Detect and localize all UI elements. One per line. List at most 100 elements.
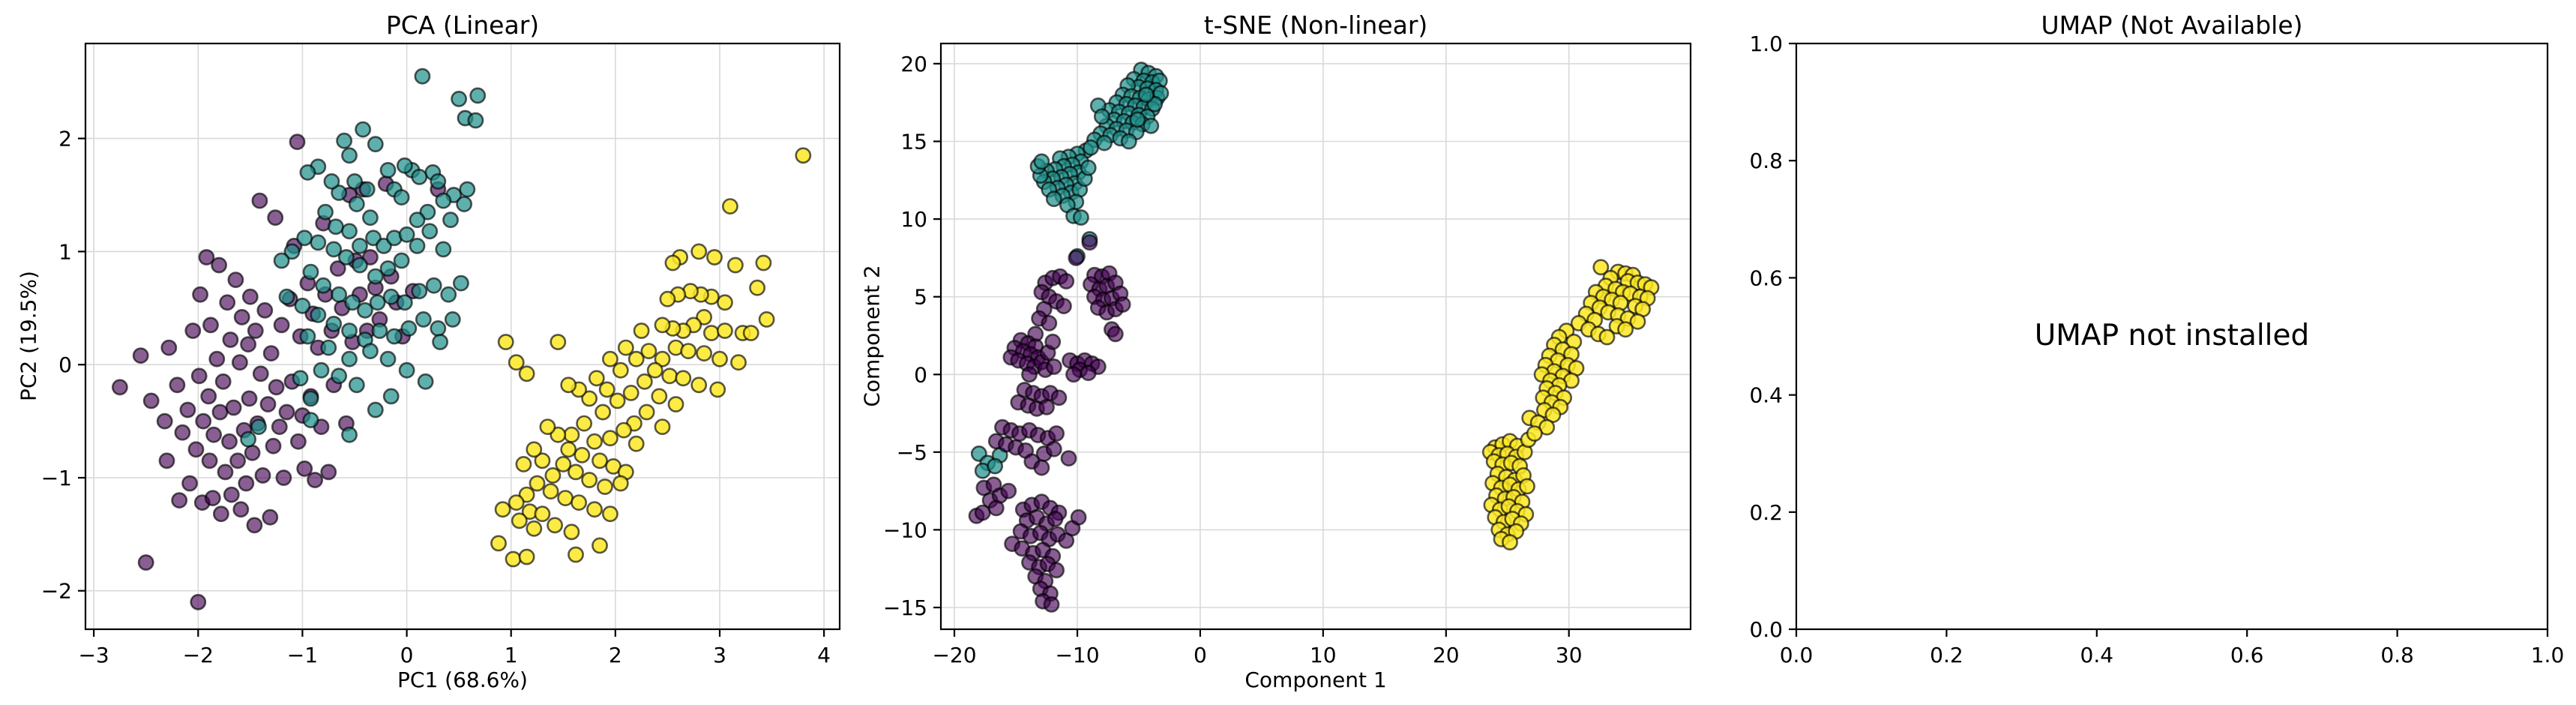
scatter-point — [268, 379, 285, 396]
scatter-point — [396, 157, 413, 174]
scatter-point — [451, 90, 468, 107]
scatter-point — [361, 209, 379, 226]
scatter-point — [1598, 328, 1616, 346]
scatter-point — [636, 373, 653, 390]
y-tick-label: 1.0 — [1749, 32, 1783, 56]
pca-x-axis-label: PC1 (68.6%) — [397, 668, 528, 692]
scatter-point — [241, 390, 258, 407]
scatter-point — [192, 286, 209, 303]
scatter-point — [225, 399, 242, 416]
scatter-point — [111, 379, 128, 396]
scatter-point — [563, 426, 580, 443]
scatter-point — [348, 196, 365, 213]
scatter-point — [371, 322, 388, 339]
scatter-point — [275, 470, 292, 486]
scatter-point — [987, 500, 1005, 517]
scatter-point — [598, 381, 616, 398]
umap-spines — [1795, 42, 2549, 631]
scatter-point — [238, 475, 255, 492]
scatter-point — [680, 343, 697, 360]
scatter-point — [1081, 234, 1098, 251]
scatter-point — [310, 234, 327, 251]
scatter-point — [283, 243, 301, 260]
y-tick-label: 0.4 — [1749, 383, 1783, 408]
scatter-point — [534, 452, 551, 470]
scatter-point — [251, 192, 268, 209]
scatter-point — [534, 506, 551, 523]
scatter-point — [174, 424, 191, 441]
scatter-point — [341, 350, 358, 368]
y-tick-label: 0 — [58, 352, 72, 377]
tsne-series-class-1-teal — [970, 62, 1170, 479]
scatter-point — [717, 294, 733, 311]
x-tick-label: 1 — [505, 643, 518, 668]
scatter-point — [667, 396, 684, 412]
scatter-point — [320, 464, 337, 481]
y-tick-label: 10 — [900, 207, 927, 232]
scatter-point — [1043, 596, 1060, 613]
scatter-point — [346, 172, 363, 190]
scatter-point — [1033, 153, 1050, 170]
pca-y-axis-label: PC2 (19.5%) — [16, 271, 40, 401]
scatter-point — [325, 241, 343, 258]
scatter-point — [222, 332, 239, 348]
scatter-point — [453, 274, 469, 292]
scatter-point — [659, 290, 676, 308]
scatter-point — [592, 537, 608, 554]
scatter-point — [529, 475, 546, 492]
scatter-point — [1000, 482, 1017, 500]
scatter-point — [563, 524, 580, 541]
scatter-point — [592, 452, 608, 470]
scatter-point — [382, 288, 400, 305]
scatter-point — [494, 501, 511, 518]
scatter-point — [323, 172, 340, 190]
scatter-point — [327, 218, 344, 236]
scatter-point — [367, 136, 384, 153]
scatter-point — [386, 328, 403, 345]
scatter-point — [490, 535, 507, 552]
scatter-point — [435, 192, 452, 209]
scatter-point — [265, 437, 282, 454]
scatter-point — [233, 308, 250, 326]
x-tick-label: −10 — [1055, 643, 1099, 668]
scatter-point — [351, 256, 368, 274]
scatter-point — [179, 401, 196, 418]
pca-ticks: −3 −2 −1 0 1 2 3 4 −2 −1 0 1 2 — [41, 127, 831, 668]
scatter-point — [259, 396, 277, 412]
scatter-point — [421, 223, 439, 240]
scatter-point — [758, 310, 775, 328]
scatter-point — [331, 286, 348, 303]
scatter-point — [223, 486, 240, 503]
y-tick-label: −2 — [41, 579, 72, 604]
scatter-point — [299, 328, 316, 345]
scatter-point — [227, 272, 244, 289]
scatter-point — [1045, 190, 1062, 208]
scatter-point — [1047, 511, 1064, 527]
scatter-point — [229, 452, 247, 470]
umap-chart: 0.0 0.2 0.4 0.6 0.8 1.0 0.0 0.2 0.4 0.6 0.8 1.0 — [1749, 32, 2564, 668]
scatter-point — [568, 546, 584, 563]
scatter-point — [661, 368, 678, 385]
scatter-point — [369, 294, 386, 311]
scatter-point — [187, 441, 205, 458]
scatter-point — [393, 189, 410, 206]
scatter-point — [160, 339, 178, 356]
scatter-point — [440, 286, 457, 303]
scatter-point — [1050, 389, 1068, 406]
scatter-point — [1045, 358, 1062, 375]
x-tick-label: 0.8 — [2380, 643, 2414, 668]
tsne-series-class-2-yellow — [1481, 259, 1660, 550]
scatter-point — [341, 426, 358, 443]
scatter-point — [518, 548, 535, 566]
x-tick-label: −20 — [932, 643, 976, 668]
scatter-point — [646, 362, 663, 379]
scatter-point — [602, 430, 619, 447]
scatter-point — [231, 354, 248, 371]
scatter-point — [508, 354, 525, 371]
scatter-point — [355, 121, 372, 138]
scatter-point — [542, 483, 559, 500]
scatter-point — [675, 370, 692, 387]
scatter-point — [706, 249, 723, 266]
scatter-point — [595, 404, 612, 421]
scatter-point — [344, 294, 361, 311]
